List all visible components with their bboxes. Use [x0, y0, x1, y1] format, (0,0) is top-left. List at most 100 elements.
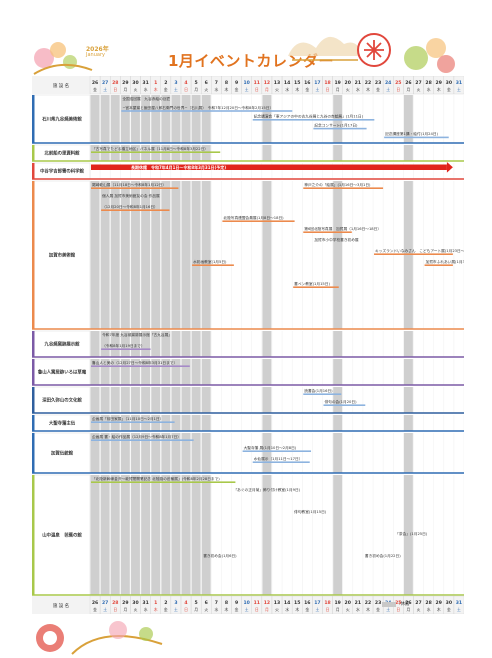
facility-name-cell [32, 330, 91, 358]
pine-decoration [404, 38, 455, 73]
header-top-weekday: 金 [93, 87, 97, 92]
header-bottom-day-number: 14 [284, 600, 290, 606]
header-top-day-number: 26 [92, 80, 98, 86]
closed-day-shade [110, 433, 120, 473]
header-top-day-number: 2 [164, 80, 167, 86]
closed-day-shade [181, 95, 191, 143]
header-top-weekday: 水 [214, 87, 218, 92]
facility-accent-bar [32, 359, 35, 385]
event-label: 書ペン教室(1月15日) [294, 281, 330, 286]
event-period-bar [91, 439, 194, 441]
header-top-day-number: 6 [205, 80, 208, 86]
closed-day-shade [100, 387, 110, 413]
header-bottom-day-number: 21 [355, 600, 361, 606]
event-calendar-grid: 施 設 名26金27土28日29月30火31水1木2金3土4日5月6火7水8木9… [32, 76, 464, 614]
header-top-weekday: 月 [265, 87, 269, 92]
header-top-weekday: 土 [245, 87, 249, 92]
header-bottom-day-number: 19 [334, 600, 340, 606]
header-top-day-number: 25 [395, 80, 401, 86]
closed-day-shade [181, 387, 191, 413]
header-top-day-number: 28 [425, 80, 431, 86]
closed-day-shade [262, 475, 272, 595]
header-bottom-weekday: 木 [366, 607, 370, 612]
closed-day-shade [90, 359, 100, 385]
event-label: 記念講座第1講・絵付(1月24日) [385, 131, 438, 136]
header-bottom-day-number: 17 [314, 600, 320, 606]
header-top-day-number: 30 [132, 80, 138, 86]
header-top-weekday: 水 [427, 87, 431, 92]
header-bottom-day-number: 5 [195, 600, 198, 606]
long-closure-arrow-head [446, 162, 453, 173]
header-top-day-number: 7 [215, 80, 218, 86]
header-top-weekday: 土 [457, 87, 461, 92]
header-top-weekday: 月 [123, 87, 127, 92]
facility-accent-bar [32, 387, 35, 413]
event-label: 記念コンサート(1月17日) [314, 122, 358, 127]
closed-day-shade [110, 181, 120, 329]
title-year: 2026年 [86, 46, 109, 53]
closed-swatch [382, 601, 396, 607]
header-bottom-day-number: 15 [294, 600, 300, 606]
header-bottom-weekday: 日 [255, 607, 259, 612]
header-bottom-weekday: 金 [447, 607, 451, 612]
closed-day-shade [201, 359, 211, 385]
event-label: 読書会(1月16日) [304, 388, 333, 393]
closed-day-shade [120, 475, 130, 595]
header-bottom-weekday: 日 [113, 607, 117, 612]
header-bottom-day-number: 27 [102, 600, 108, 606]
closed-day-shade [171, 415, 181, 431]
closed-day-shade [181, 359, 191, 385]
facility-name-cell [32, 474, 91, 596]
header-top-weekday: 月 [194, 87, 198, 92]
event-label: 水仙展示（1月11日〜17日） [254, 456, 303, 461]
seal-decoration [357, 33, 391, 67]
header-top-day-number: 1 [154, 80, 157, 86]
closed-day-shade [131, 95, 140, 143]
header-top-day-number: 13 [274, 80, 280, 86]
closed-day-shade [181, 475, 191, 595]
closed-day-shade [262, 387, 272, 413]
closed-day-shade [151, 181, 161, 329]
header-top-weekday: 火 [417, 87, 421, 92]
closed-day-shade [191, 387, 201, 413]
header-top-day-number: 8 [225, 80, 228, 86]
closed-day-shade [171, 95, 181, 143]
closed-day-shade [131, 181, 140, 329]
header-top-weekday: 木 [366, 87, 370, 92]
header-bottom-weekday: 金 [305, 607, 309, 612]
event-label: 加賀市ふれあい展(1月30日〜2月25日) [426, 259, 464, 264]
header-top-weekday: 木 [225, 87, 229, 92]
event-period-bar [252, 461, 310, 463]
closed-day-shade [201, 415, 211, 431]
header-top-weekday: 水 [356, 87, 360, 92]
closed-day-shade [141, 433, 151, 473]
event-period-bar [101, 209, 170, 211]
facility-name: 大聖寺藩主伝 [49, 420, 76, 427]
closed-day-shade [131, 331, 140, 357]
title-month: January [86, 52, 105, 58]
header-top-day-number: 9 [235, 80, 238, 86]
closed-day-shade [333, 145, 343, 161]
event-period-bar [374, 253, 453, 255]
header-bottom-day-number: 30 [446, 600, 452, 606]
facility-name: 魯山人寓居跡いろは草庵 [37, 369, 87, 376]
header-top-day-number: 21 [355, 80, 361, 86]
closed-day-shade [201, 331, 211, 357]
header-bottom-bg [32, 596, 464, 614]
header-bottom-weekday: 日 [326, 607, 330, 612]
closed-day-shade [262, 181, 272, 329]
closed-day-shade [131, 359, 140, 385]
header-bottom-weekday: 金 [376, 607, 380, 612]
event-period-bar [192, 264, 234, 266]
header-bottom-weekday: 水 [214, 607, 218, 612]
header-bottom-day-number: 7 [215, 600, 218, 606]
event-label: 神戸之介の「絵展」(1月16日〜3月1日) [304, 182, 371, 187]
event-period-bar [91, 481, 236, 483]
closed-day-shade [120, 359, 130, 385]
closed-day-shade [333, 181, 343, 329]
header-bottom-day-number: 9 [235, 600, 238, 606]
event-period-bar [91, 151, 221, 153]
closed-day-shade [403, 95, 413, 143]
header-top-weekday: 月 [407, 87, 411, 92]
header-bottom-day-number: 29 [436, 600, 442, 606]
